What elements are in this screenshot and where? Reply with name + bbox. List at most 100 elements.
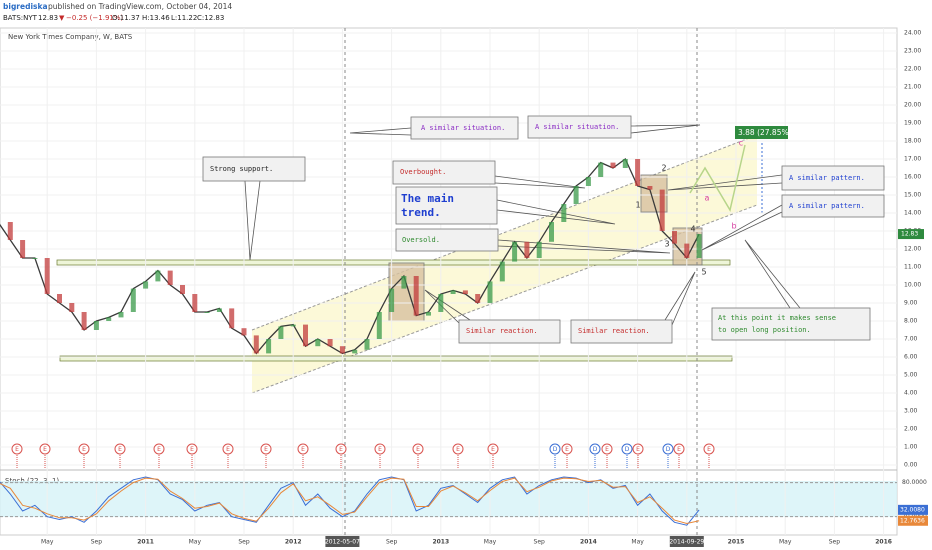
y-tick-label: 1.00 (904, 444, 918, 451)
event-marker (549, 443, 561, 455)
price-move (20, 240, 26, 258)
y-tick-label: 0.00 (904, 462, 918, 469)
wave-label: 1 (635, 201, 640, 210)
price-move (635, 159, 641, 186)
price-move (487, 281, 493, 303)
event-letter: E (456, 446, 460, 453)
price-move (69, 303, 75, 312)
y-tick-label: 23.00 (904, 48, 921, 55)
y-tick-label: 7.00 (904, 336, 918, 343)
price-move (659, 189, 665, 231)
event-marker (621, 443, 633, 455)
price-move (7, 222, 13, 240)
event-letter: E (707, 446, 711, 453)
callout (781, 194, 885, 218)
event-letter: E (636, 446, 640, 453)
pattern-box (388, 262, 425, 322)
wave-label: c (739, 139, 743, 148)
price-move (561, 204, 567, 222)
x-tick-label: Sep (238, 539, 250, 546)
y-tick-label: 22.00 (904, 66, 921, 73)
annotation: Similar reaction. (578, 327, 650, 335)
price-move (524, 241, 530, 258)
cursor-label-bg (669, 536, 704, 547)
price-move (389, 288, 395, 312)
price-move (155, 270, 161, 282)
event-marker (452, 443, 464, 455)
event-marker (39, 443, 51, 455)
annotation: The main (401, 192, 454, 205)
callout (202, 156, 306, 182)
price-move (622, 159, 628, 168)
callout-pointers (244, 124, 801, 326)
price-move (57, 294, 62, 303)
quote-field: O:11.37 (112, 14, 140, 22)
event-letter: D (666, 446, 671, 453)
quote-field: H:13.46 (142, 14, 170, 22)
y-tick-label: 4.00 (904, 390, 918, 397)
annotation: to open long position. (718, 326, 811, 334)
x-tick-label: 2011 (137, 539, 154, 546)
annotation: At this point it makes sense (718, 314, 836, 322)
y-tick-label: 3.00 (904, 408, 918, 415)
event-letter: E (565, 446, 569, 453)
callout (392, 160, 496, 185)
event-marker (186, 443, 198, 455)
event-marker (11, 443, 23, 455)
x-tick-label: May (41, 539, 54, 546)
target-label-bg (735, 126, 788, 139)
y-tick-label: 16.00 (904, 174, 921, 181)
author[interactable]: bigrediska (3, 2, 48, 11)
x-tick-label: 2016 (875, 539, 892, 546)
price-move (118, 312, 124, 318)
last-value-bg (898, 504, 928, 515)
wave-label: 4 (690, 225, 695, 234)
price-move (44, 258, 50, 294)
event-letter: E (301, 446, 305, 453)
price-move (204, 312, 210, 313)
event-marker (297, 443, 309, 455)
target-label: 3.88 (27.85%) (738, 128, 792, 137)
price-move (303, 324, 308, 347)
price-move (475, 294, 481, 303)
callout (570, 319, 673, 344)
wave-label: 5 (701, 268, 706, 277)
y-tick-label: 80.0000 (902, 479, 927, 486)
event-letter: E (118, 446, 122, 453)
event-marker (78, 443, 90, 455)
y-tick-label: 5.00 (904, 372, 918, 379)
callout (458, 319, 561, 344)
y-tick-label: 14.00 (904, 210, 921, 217)
event-letter: E (677, 446, 681, 453)
price-move (450, 290, 456, 294)
event-marker (153, 443, 165, 455)
annotation: A similar situation. (421, 124, 505, 132)
y-tick-label: 8.00 (904, 318, 918, 325)
annotation: Similar reaction. (466, 327, 538, 335)
price-move (278, 326, 284, 339)
published: published on TradingView.com, October 04… (48, 2, 232, 11)
event-letter: E (339, 446, 343, 453)
event-marker (114, 443, 126, 455)
price-move (290, 324, 296, 327)
price-move (192, 294, 198, 312)
wave-label: 2 (661, 164, 666, 173)
callout (711, 307, 871, 341)
event-marker (589, 443, 601, 455)
annotation: trend. (401, 206, 441, 219)
x-tick-label: 2013 (432, 539, 449, 546)
price-move (327, 339, 333, 347)
x-tick-label: Sep (386, 539, 398, 546)
support-zone (59, 355, 733, 362)
y-tick-label: 6.00 (904, 354, 918, 361)
wave-label: b (731, 222, 736, 231)
last-price-label: 12.83 (901, 231, 918, 238)
price-move (696, 234, 702, 258)
price-move (401, 276, 407, 289)
last-value-bg (898, 515, 928, 526)
event-letter: E (190, 446, 194, 453)
price-move (180, 285, 185, 294)
price-move (143, 281, 149, 289)
callout (395, 186, 498, 225)
price-move (216, 308, 222, 312)
